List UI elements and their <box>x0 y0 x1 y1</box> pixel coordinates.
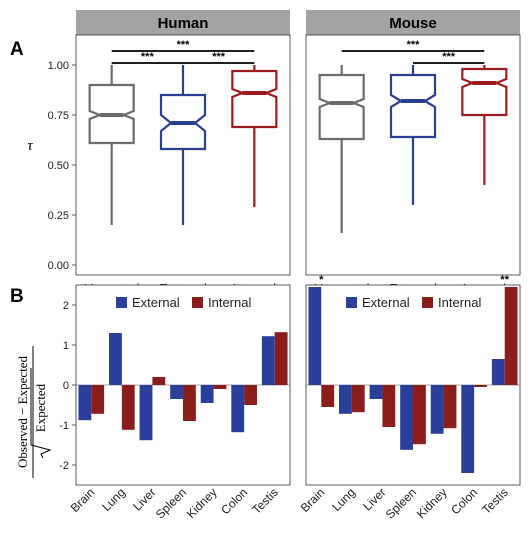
x-category-label: Colon <box>218 485 250 517</box>
bar-internal-lung <box>122 385 135 430</box>
bar-external-brain <box>78 385 91 420</box>
box-body <box>320 75 364 139</box>
y-tick-label: 0.00 <box>48 260 69 272</box>
y-tick-label: 1.00 <box>48 60 69 72</box>
legend-swatch-external <box>346 297 357 308</box>
x-category-label: Brain <box>68 485 98 515</box>
bar-external-colon <box>231 385 244 432</box>
bar-internal-liver <box>382 385 395 427</box>
bar-external-liver <box>140 385 153 440</box>
x-category-label: Spleen <box>153 485 189 521</box>
significance-annotation: ** <box>500 274 509 286</box>
legend-label-internal: Internal <box>438 295 481 310</box>
legend-label-internal: Internal <box>208 295 251 310</box>
legend-swatch-external <box>116 297 127 308</box>
bar-internal-kidney <box>444 385 457 428</box>
bar-panel-mouse: Brain Lung LiverSpleenKidneyColonTestisExt… <box>298 274 520 522</box>
bar-external-spleen <box>400 385 413 450</box>
x-category-label: Kidney <box>184 485 220 521</box>
x-category-label: Kidney <box>414 485 450 521</box>
box-body <box>462 69 506 115</box>
bar-external-lung <box>339 385 352 414</box>
x-category-label: Brain <box>298 485 328 515</box>
y-label-denominator: Expected <box>33 383 48 432</box>
box-body <box>232 71 276 127</box>
y-tick-label: -2 <box>59 460 69 472</box>
y-tick-label: 2 <box>63 300 69 312</box>
facet-title-mouse: Mouse <box>389 15 437 32</box>
facet-title-human: Human <box>158 15 209 32</box>
bar-internal-spleen <box>183 385 196 421</box>
significance-label: *** <box>141 51 155 63</box>
bar-internal-brain <box>91 385 104 414</box>
box-panel-mouse: UnnestedExternalInternal****** <box>306 35 520 296</box>
bar-internal-testis <box>505 287 518 385</box>
x-category-label: Testis <box>479 485 511 517</box>
y-tick-label: 0 <box>63 380 69 392</box>
box-body <box>391 75 435 137</box>
y-tick-label: 1 <box>63 340 69 352</box>
significance-annotation: * <box>319 274 324 286</box>
y-tick-label: 0.75 <box>48 110 69 122</box>
bar-external-colon <box>461 385 474 473</box>
bar-external-spleen <box>170 385 183 399</box>
significance-label: *** <box>407 39 421 51</box>
bar-internal-brain <box>321 385 334 407</box>
bar-external-testis <box>492 359 505 385</box>
panel-a-y-label: τ <box>27 138 33 154</box>
legend-swatch-internal <box>422 297 433 308</box>
x-category-label: Colon <box>448 485 480 517</box>
significance-label: *** <box>177 39 191 51</box>
bar-internal-colon <box>474 385 487 387</box>
legend-swatch-internal <box>192 297 203 308</box>
bar-external-kidney <box>431 385 444 434</box>
bar-internal-colon <box>244 385 257 405</box>
x-category-label: Testis <box>249 485 281 517</box>
bar-external-testis <box>262 336 275 385</box>
panel-a-letter: A <box>10 39 24 60</box>
bar-internal-spleen <box>413 385 426 444</box>
significance-label: *** <box>212 51 226 63</box>
bar-external-brain <box>308 287 321 385</box>
x-category-label: Lung <box>99 485 128 514</box>
bar-external-liver <box>370 385 383 399</box>
bar-internal-lung <box>352 385 365 412</box>
legend-label-external: External <box>362 295 410 310</box>
bar-internal-liver <box>152 377 165 385</box>
x-category-label: Spleen <box>383 485 419 521</box>
bar-external-lung <box>109 333 122 385</box>
x-category-label: Lung <box>329 485 358 514</box>
bar-internal-testis <box>275 332 288 385</box>
y-tick-label: -1 <box>59 420 69 432</box>
bar-internal-kidney <box>214 385 227 389</box>
y-tick-label: 0.25 <box>48 210 69 222</box>
bar-external-kidney <box>201 385 214 403</box>
panel-b-y-label: Observed − Expected Expected <box>15 346 50 478</box>
significance-label: *** <box>442 51 456 63</box>
legend-label-external: External <box>132 295 180 310</box>
y-tick-label: 0.50 <box>48 160 69 172</box>
box-panel-human: 0.000.250.500.751.00UnnestedExternalInte… <box>48 35 290 296</box>
y-label-numerator: Observed − Expected <box>15 355 30 468</box>
plot-layer: 0.000.250.500.751.00UnnestedExternalInte… <box>48 35 520 522</box>
panel-b-letter: B <box>10 286 24 307</box>
